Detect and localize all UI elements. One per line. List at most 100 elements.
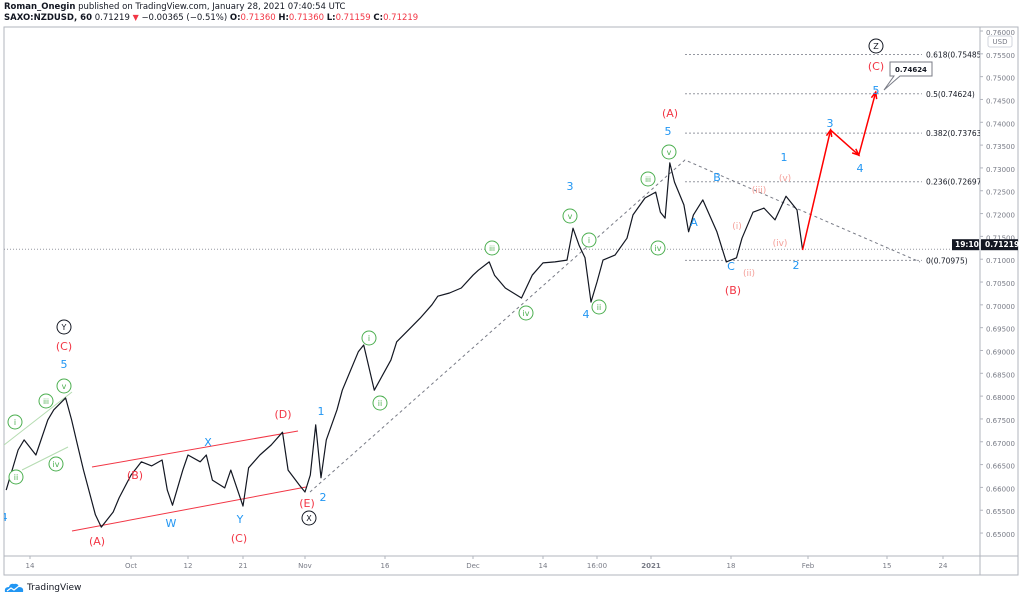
wave-label: W	[166, 517, 177, 530]
wave-label: (iv)	[773, 239, 788, 249]
wave-label: (C)	[56, 340, 72, 353]
price-tick-label: 0.73000	[986, 166, 1015, 174]
wave-label: 5	[665, 125, 672, 138]
time-tick-label: Nov	[298, 562, 312, 570]
wave-label: 4	[583, 308, 590, 321]
price-tick-label: 0.72500	[986, 189, 1015, 197]
wave-label: Z	[873, 42, 879, 51]
close-value: 0.71219	[383, 13, 419, 23]
wave-label: iii	[43, 398, 49, 406]
wave-label: 5	[873, 84, 880, 97]
price-tick-label: 0.76000	[986, 29, 1015, 37]
wave-label: 2	[320, 491, 327, 504]
wave-label: B	[713, 171, 721, 184]
wave-label: 4	[1, 511, 8, 524]
wave-label: (E)	[299, 497, 315, 510]
wave-label-circle	[56, 319, 72, 335]
time-tick-label: 16:00	[587, 562, 607, 570]
price-tick-label: 0.75500	[986, 52, 1015, 60]
forecast-callout: 0.74624	[883, 61, 933, 91]
forecast-arrowhead	[825, 128, 833, 138]
wave-label-circle	[591, 299, 607, 315]
wave-label: ii	[597, 303, 601, 312]
price-tick-label: 0.65000	[986, 531, 1015, 539]
price-tick-label: 0.75000	[986, 75, 1015, 83]
wave-label: 3	[567, 180, 574, 193]
wave-label-circle	[661, 144, 677, 160]
wave-label: i	[368, 334, 370, 343]
wave-label: ii	[378, 399, 382, 408]
wave-label-circle	[8, 469, 24, 485]
wave-label-circle	[7, 414, 23, 430]
time-tick-label: 18	[727, 562, 736, 570]
wave-label: 1	[318, 405, 325, 418]
forecast-path	[801, 91, 877, 251]
time-tick-label: 14	[26, 562, 35, 570]
time-tick-label: Feb	[802, 562, 815, 570]
countdown-label: 19:10	[955, 240, 979, 249]
wave-label: (v)	[779, 174, 791, 184]
tradingview-logo[interactable]: TradingView	[4, 582, 81, 593]
fib-level-label: 0.5(0.74624)	[926, 90, 975, 99]
brand-name: TradingView	[27, 582, 82, 593]
price-tick-label: 0.71500	[986, 234, 1015, 242]
time-tick-label: Oct	[125, 562, 137, 570]
wave-label: (i)	[732, 222, 742, 232]
wave-label: 4	[857, 162, 864, 175]
frame-border	[3, 26, 1019, 576]
wave-label-circle	[361, 330, 377, 346]
wave-label: iv	[523, 309, 530, 318]
wave-label: iii	[489, 245, 495, 253]
price-tick-label: 0.67500	[986, 417, 1015, 425]
wave-label: (C)	[231, 532, 247, 545]
wave-label: X	[204, 436, 212, 449]
time-tick-label: 15	[883, 562, 892, 570]
low-label: L:	[326, 13, 336, 23]
price-tag-label: 0.71219	[985, 240, 1019, 249]
price-tick-label: 0.70500	[986, 280, 1015, 288]
time-tick-label: 2021	[641, 562, 661, 570]
last-price: 0.71219	[94, 13, 130, 23]
fib-level-label: 0.236(0.72697)	[926, 178, 984, 187]
wave-label: Y	[236, 513, 244, 526]
wave-label: v	[568, 212, 573, 221]
price-tick-label: 0.69500	[986, 326, 1015, 334]
trend-dashed-line	[309, 159, 921, 493]
wave-label: Y	[61, 323, 67, 332]
price-tick-label: 0.67000	[986, 440, 1015, 448]
fib-level-label: 0.382(0.73763)	[926, 129, 984, 138]
wave-label: 5	[61, 358, 68, 371]
callout-box	[883, 61, 933, 91]
author-name[interactable]: Roman_Onegin	[4, 2, 76, 12]
currency-box	[987, 35, 1013, 48]
high-value: 0.71360	[288, 13, 325, 23]
price-change: −0.00365 (−0.51%)	[141, 13, 228, 23]
price-line-layer	[5, 90, 878, 528]
price-series-line	[5, 162, 804, 528]
wave-label: iv	[53, 460, 60, 469]
price-tick-label: 0.66500	[986, 463, 1015, 471]
channel-lower-line	[71, 486, 307, 532]
wave-label: 2	[793, 259, 800, 272]
green-channel-lower	[21, 446, 69, 471]
channel-upper-line	[91, 430, 299, 468]
time-tick-label: 16	[381, 562, 390, 570]
callout-text: 0.74624	[895, 66, 927, 74]
countdown-box	[952, 239, 979, 251]
price-tick-label: 0.69000	[986, 348, 1015, 356]
wave-label-circle	[48, 456, 64, 472]
wave-label-circle	[640, 171, 656, 187]
time-tick-label: 21	[239, 562, 248, 570]
forecast-arrowhead	[851, 148, 861, 157]
publish-info: Roman_Onegin published on TradingView.co…	[4, 2, 345, 12]
wave-label: (D)	[274, 408, 291, 421]
price-tick-label: 0.68500	[986, 371, 1015, 379]
forecast-arrowhead	[870, 90, 878, 100]
fib-level-label: 0(0.70975)	[926, 256, 968, 265]
wave-label-circle	[301, 510, 317, 526]
wave-label: (B)	[725, 284, 741, 297]
wave-label: (A)	[662, 107, 678, 120]
fib-level-label: 0.618(0.75485)	[926, 51, 984, 60]
wave-label-circle	[56, 378, 72, 394]
